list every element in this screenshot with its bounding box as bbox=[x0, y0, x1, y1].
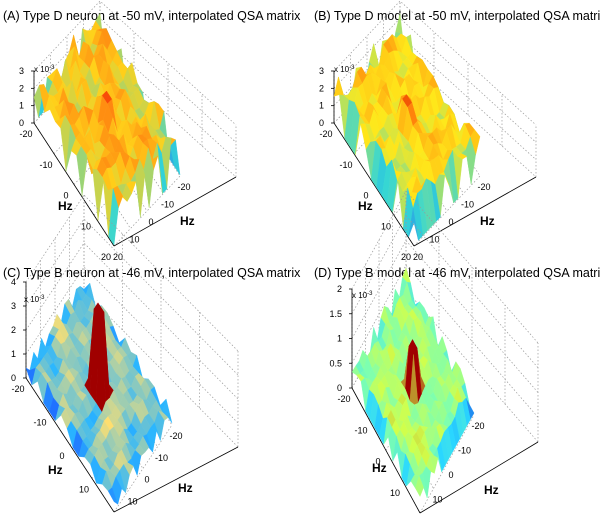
surface-patch bbox=[415, 475, 424, 497]
y-tick-label: 20 bbox=[101, 252, 111, 262]
z-tick-label: 4 bbox=[11, 277, 16, 287]
x-tick-label: -10 bbox=[161, 200, 174, 210]
panel-a-xlabel: Hz bbox=[180, 214, 195, 228]
y-tick-label: 10 bbox=[81, 221, 91, 231]
x-tick-label: 10 bbox=[127, 496, 137, 506]
z-tick-label: 3 bbox=[11, 301, 16, 311]
z-tick-label: 2 bbox=[19, 83, 24, 93]
z-tick-label: 1 bbox=[11, 349, 16, 359]
z-tick-label: 2 bbox=[11, 325, 16, 335]
x-tick-label: 10 bbox=[129, 235, 139, 245]
x-tick-label: 10 bbox=[429, 235, 439, 245]
panel-a-ylabel: Hz bbox=[58, 199, 73, 213]
z-tick-label: 2 bbox=[337, 284, 342, 294]
x-tick-label: -10 bbox=[155, 453, 168, 463]
y-tick-label: -20 bbox=[319, 129, 332, 139]
x-tick-label: 20 bbox=[113, 252, 123, 262]
y-tick-label: 0 bbox=[59, 451, 64, 461]
x-tick-label: 0 bbox=[448, 217, 453, 227]
y-tick-label: -20 bbox=[11, 384, 24, 394]
z-tick-label: 0 bbox=[19, 118, 24, 128]
y-tick-label: -10 bbox=[39, 160, 52, 170]
z-tick-label: 3 bbox=[19, 66, 24, 76]
panel-a: (A) Type D neuron at -50 mV, interpolate… bbox=[3, 0, 301, 262]
panel-a-title: (A) Type D neuron at -50 mV, interpolate… bbox=[3, 9, 301, 23]
x-tick-label: 20 bbox=[413, 252, 423, 262]
panel-c-title: (C) Type B neuron at -46 mV, interpolate… bbox=[3, 266, 301, 280]
y-tick-label: -20 bbox=[337, 394, 350, 404]
panel-c-xlabel: Hz bbox=[178, 481, 193, 495]
panel-c-ylabel: Hz bbox=[48, 463, 63, 477]
panel-d-ylabel: Hz bbox=[372, 461, 387, 475]
panel-d: (D) Type B model at -46 mV, interpolated… bbox=[314, 190, 600, 514]
x-tick-label: 10 bbox=[432, 495, 442, 505]
x-tick-label: -20 bbox=[169, 431, 182, 441]
surface-patch bbox=[408, 208, 419, 241]
panel-b-xlabel: Hz bbox=[480, 214, 495, 228]
x-tick-label: -20 bbox=[477, 182, 490, 192]
y-tick-label: -20 bbox=[19, 129, 32, 139]
surface-patch bbox=[108, 188, 119, 246]
z-tick-label: 0 bbox=[337, 383, 342, 393]
y-tick-label: -10 bbox=[354, 425, 367, 435]
panel-d-xlabel: Hz bbox=[484, 483, 499, 497]
y-tick-label: 10 bbox=[390, 488, 400, 498]
panel-c-z-exponent: x 10-3 bbox=[24, 295, 45, 304]
panel-b-z-exponent: x 10-3 bbox=[334, 65, 355, 74]
x-tick-label: -20 bbox=[177, 182, 190, 192]
panel-b-title: (B) Type D model at -50 mV, interpolated… bbox=[314, 9, 600, 23]
z-tick-label: 0.5 bbox=[329, 358, 342, 368]
y-tick-label: 0 bbox=[363, 191, 368, 201]
panel-b-ylabel: Hz bbox=[358, 199, 373, 213]
y-tick-label: -10 bbox=[339, 160, 352, 170]
panel-b: (B) Type D model at -50 mV, interpolated… bbox=[314, 0, 600, 262]
z-tick-label: 3 bbox=[319, 66, 324, 76]
y-tick-label: -10 bbox=[33, 418, 46, 428]
z-tick-label: 2 bbox=[319, 83, 324, 93]
z-tick-label: 0 bbox=[319, 118, 324, 128]
z-tick-label: 1 bbox=[319, 101, 324, 111]
z-tick-label: 1.5 bbox=[329, 309, 342, 319]
x-tick-label: 0 bbox=[144, 475, 149, 485]
y-tick-label: 10 bbox=[79, 485, 89, 495]
z-tick-label: 1 bbox=[337, 334, 342, 344]
x-tick-label: 0 bbox=[448, 470, 453, 480]
x-tick-label: 0 bbox=[148, 217, 153, 227]
panel-c: (C) Type B neuron at -46 mV, interpolate… bbox=[3, 194, 301, 513]
z-tick-label: 0 bbox=[11, 373, 16, 383]
y-tick-label: 0 bbox=[63, 191, 68, 201]
x-tick-label: -20 bbox=[471, 421, 484, 431]
panel-a-z-exponent: x 10-3 bbox=[34, 65, 55, 74]
x-tick-label: -10 bbox=[461, 200, 474, 210]
surface-patch bbox=[107, 487, 119, 505]
panel-d-z-exponent: x 10-3 bbox=[352, 291, 373, 300]
y-tick-label: 10 bbox=[381, 221, 391, 231]
panel-d-title: (D) Type B model at -46 mV, interpolated… bbox=[314, 266, 600, 280]
z-tick-label: 1 bbox=[19, 101, 24, 111]
x-tick-label: -10 bbox=[458, 446, 471, 456]
y-tick-label: 0 bbox=[375, 457, 380, 467]
